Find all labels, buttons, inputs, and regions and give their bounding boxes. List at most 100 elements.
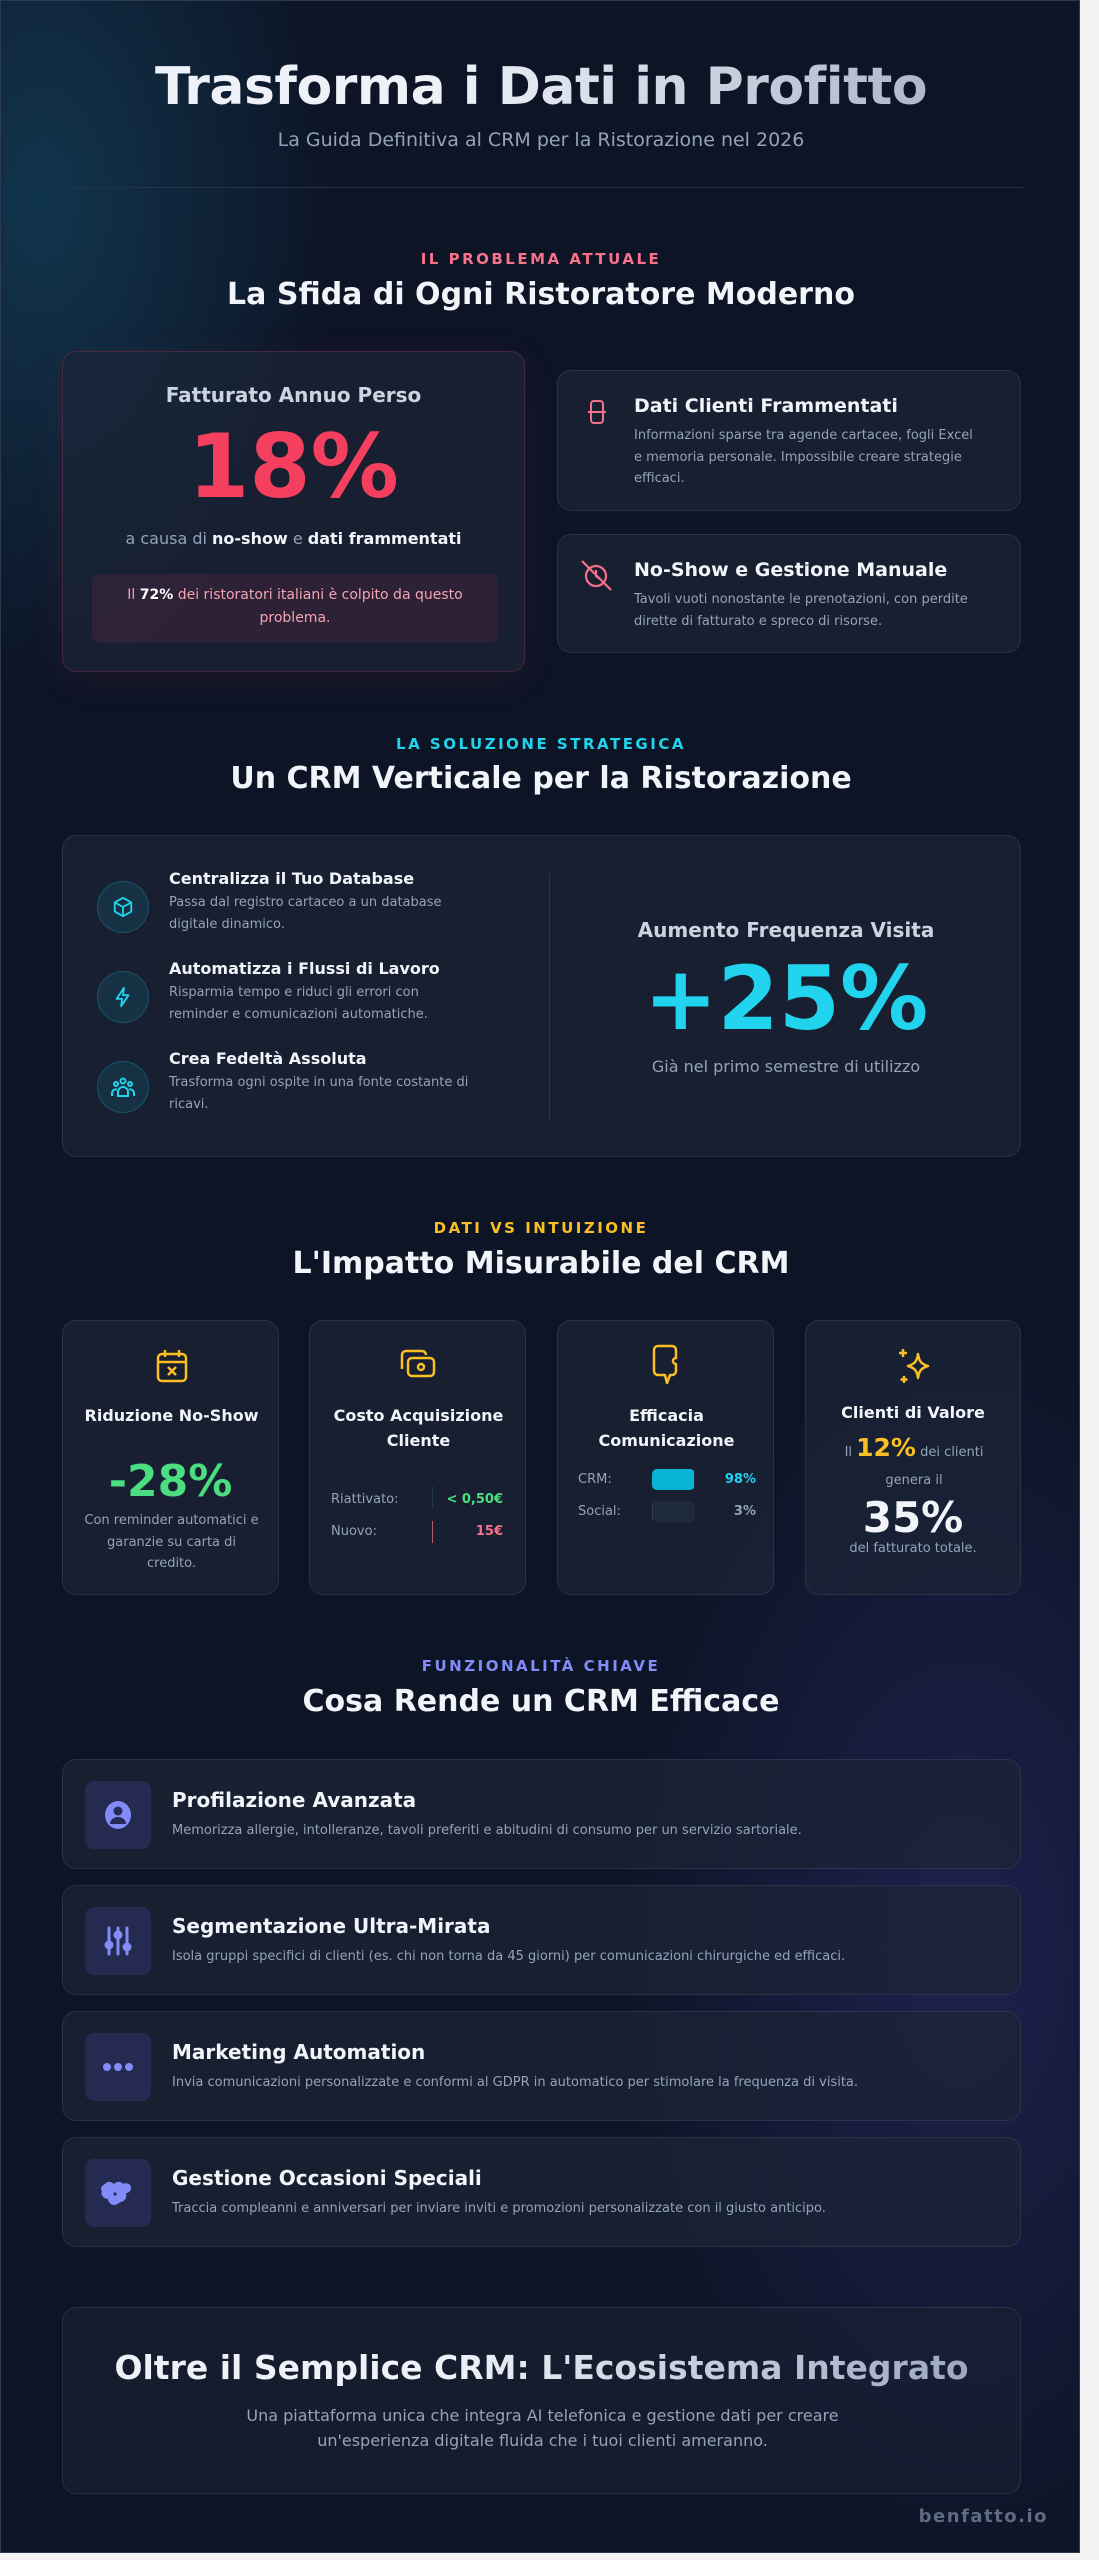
database-icon xyxy=(586,399,608,427)
lost-revenue-heading: Fatturato Annuo Perso xyxy=(165,383,422,407)
row-value: 3% xyxy=(733,1504,756,1519)
solution-item-title: Automatizza i Flussi di Lavoro xyxy=(169,959,440,978)
stat-desc: Con reminder automatici e garanzie su ca… xyxy=(84,1513,259,1571)
section-label-solution: LA SOLUZIONE STRATEGICA xyxy=(396,735,686,753)
row-value: < 0,50€ xyxy=(446,1492,503,1507)
cash-icon xyxy=(398,1347,438,1383)
stat-desc: del fatturato totale. xyxy=(849,1541,977,1556)
solution-item: Crea Fedeltà Assoluta Trasforma ogni osp… xyxy=(97,1049,537,1141)
section-title-solution: Un CRM Verticale per la Ristorazione xyxy=(230,761,852,796)
stat-value: 35% xyxy=(862,1493,964,1542)
row-value: 15€ xyxy=(475,1524,503,1539)
cause-no-show: no-show xyxy=(212,529,288,548)
feature-desc: Invia comunicazioni personalizzate e con… xyxy=(172,2075,859,2090)
section-label-impact: DATI VS INTUIZIONE xyxy=(433,1219,649,1237)
feature-desc: Memorizza allergie, intolleranze, tavoli… xyxy=(172,1823,802,1838)
valuable-clients-text: Il 12% dei clienti genera il xyxy=(821,1434,1007,1495)
solution-item: Centralizza il Tuo Database Passa dal re… xyxy=(97,869,537,961)
affected-note: Il 72% dei ristoratori italiani è colpit… xyxy=(92,574,498,643)
section-title-impact: L'Impatto Misurabile del CRM xyxy=(292,1246,790,1281)
frequency-value: +25% xyxy=(643,947,929,1050)
feature-desc: Isola gruppi specifici di clienti (es. c… xyxy=(172,1949,846,1964)
row-label: CRM: xyxy=(578,1472,612,1487)
feature-card: Profilazione Avanzata Memorizza allergie… xyxy=(62,1759,1021,1869)
feature-title: Profilazione Avanzata xyxy=(172,1788,417,1812)
cost-bar-reactivated xyxy=(432,1486,433,1508)
stat-card-valuable-clients: Clienti di Valore Il 12% dei clienti gen… xyxy=(805,1320,1021,1595)
feature-desc: Traccia compleanni e anniversari per inv… xyxy=(172,2201,826,2216)
feature-title: Marketing Automation xyxy=(172,2040,426,2064)
cause-text: e xyxy=(287,529,308,548)
sparkles-icon xyxy=(896,1346,934,1386)
note-text: dei ristoratori italiani è colpito da qu… xyxy=(173,587,463,626)
lightning-icon xyxy=(97,971,149,1023)
row-value: 98% xyxy=(724,1472,756,1487)
channel-bar-fill xyxy=(652,1501,654,1522)
issue-card: Dati Clienti Frammentati Informazioni sp… xyxy=(557,370,1021,511)
highlight-percent: 12% xyxy=(856,1433,916,1462)
cta-card: Oltre il Semplice CRM: L'Ecosistema Inte… xyxy=(62,2307,1021,2494)
frequency-heading: Aumento Frequenza Visita xyxy=(637,918,935,942)
cta-desc: Una piattaforma unica che integra AI tel… xyxy=(246,2406,839,2450)
lost-revenue-card: Fatturato Annuo Perso 18% a causa di no-… xyxy=(62,351,525,672)
cause-fragmented: dati frammentati xyxy=(307,529,462,548)
cause-text: a causa di xyxy=(125,529,213,548)
communication-row: CRM: 98% xyxy=(578,1469,756,1491)
feature-card: Marketing Automation Invia comunicazioni… xyxy=(62,2011,1021,2121)
calendar-x-icon xyxy=(153,1347,191,1385)
user-circle-icon xyxy=(85,1781,151,1849)
channel-bar-fill xyxy=(652,1469,695,1490)
issue-desc: Informazioni sparse tra agende cartacee,… xyxy=(634,428,973,486)
users-icon xyxy=(97,1061,149,1113)
lost-revenue-value: 18% xyxy=(188,415,399,518)
stat-title: Efficacia Comunicazione xyxy=(598,1406,735,1450)
stat-title: Costo Acquisizione Cliente xyxy=(333,1406,504,1450)
channel-bar-track xyxy=(652,1469,695,1490)
issue-desc: Tavoli vuoti nonostante le prenotazioni,… xyxy=(634,592,968,629)
row-label: Nuovo: xyxy=(331,1524,377,1539)
solution-item-title: Centralizza il Tuo Database xyxy=(169,869,415,888)
text: Il xyxy=(844,1445,857,1460)
stat-title: Clienti di Valore xyxy=(841,1403,985,1422)
cost-bar-new xyxy=(432,1521,433,1543)
section-label-problem: IL PROBLEMA ATTUALE xyxy=(420,250,662,268)
feature-card: Gestione Occasioni Speciali Traccia comp… xyxy=(62,2137,1021,2247)
dots-icon xyxy=(85,2033,151,2101)
solution-item-desc: Trasforma ogni ospite in una fonte costa… xyxy=(169,1075,469,1112)
solution-divider xyxy=(549,874,550,1121)
solution-item-title: Crea Fedeltà Assoluta xyxy=(169,1049,367,1068)
header-divider xyxy=(61,187,1023,188)
stat-card-communication: Efficacia Comunicazione CRM: 98% Social:… xyxy=(557,1320,774,1595)
gift-icon xyxy=(85,2159,151,2227)
issue-card: No-Show e Gestione Manuale Tavoli vuoti … xyxy=(557,534,1021,653)
stat-value: -28% xyxy=(108,1456,233,1507)
brand-logo[interactable]: benfatto.io xyxy=(918,2506,1048,2527)
sliders-icon xyxy=(85,1907,151,1975)
page-subtitle: La Guida Definitiva al CRM per la Ristor… xyxy=(277,129,805,151)
solution-item-desc: Risparmia tempo e riduci gli errori con … xyxy=(169,985,428,1022)
feature-title: Gestione Occasioni Speciali xyxy=(172,2166,482,2190)
stat-title: Riduzione No-Show xyxy=(84,1406,259,1425)
feature-card: Segmentazione Ultra-Mirata Isola gruppi … xyxy=(62,1885,1021,1995)
channel-bar-track xyxy=(652,1501,695,1522)
lost-revenue-cause: a causa di no-show e dati frammentati xyxy=(63,529,524,548)
solution-card: Centralizza il Tuo Database Passa dal re… xyxy=(62,835,1021,1157)
note-percent: 72% xyxy=(139,587,174,603)
solution-item-desc: Passa dal registro cartaceo a un databas… xyxy=(169,895,442,932)
stat-card-no-show: Riduzione No-Show -28% Con reminder auto… xyxy=(62,1320,279,1595)
text: dei clienti genera il xyxy=(885,1445,984,1488)
no-show-icon xyxy=(578,557,614,593)
issue-title: Dati Clienti Frammentati xyxy=(634,395,898,417)
communication-row: Social: 3% xyxy=(578,1501,756,1523)
stat-card-acquisition-cost: Costo Acquisizione Cliente Riattivato: <… xyxy=(309,1320,526,1595)
row-label: Social: xyxy=(578,1504,621,1519)
section-title-features: Cosa Rende un CRM Efficace xyxy=(302,1684,780,1719)
solution-item: Automatizza i Flussi di Lavoro Risparmia… xyxy=(97,959,537,1051)
issue-title: No-Show e Gestione Manuale xyxy=(634,559,948,581)
note-text: Il xyxy=(127,587,140,603)
cube-icon xyxy=(97,881,149,933)
chat-icon xyxy=(650,1343,682,1387)
page-title: Trasforma i Dati in Profitto xyxy=(1,57,1081,117)
section-label-features: FUNZIONALITÀ CHIAVE xyxy=(421,1657,661,1675)
